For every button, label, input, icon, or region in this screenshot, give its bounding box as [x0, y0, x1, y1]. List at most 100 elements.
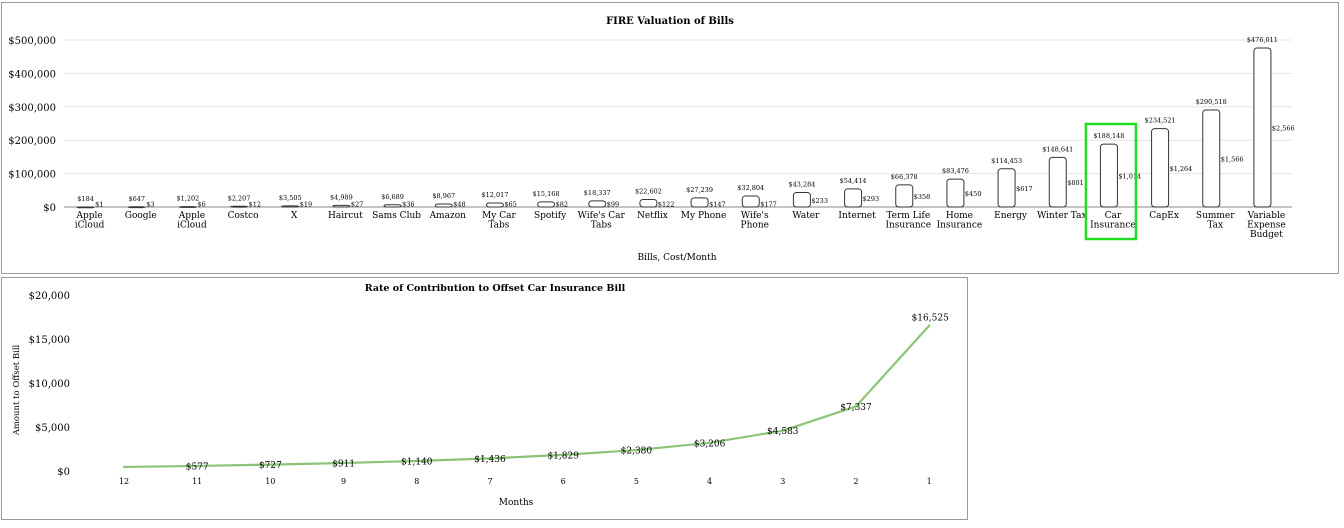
data-point: [928, 324, 931, 327]
chart-title: Rate of Contribution to Offset Car Insur…: [365, 283, 626, 294]
data-label: $7,337: [840, 403, 872, 413]
bar: [127, 206, 146, 209]
x-tick-label: 9: [341, 477, 346, 486]
x-tick-label: My Phone: [681, 211, 727, 221]
x-tick-label: 2: [853, 477, 858, 486]
monthly-cost-label: $293: [863, 195, 880, 203]
bar: [1253, 47, 1272, 208]
monthly-cost-label: $65: [504, 201, 516, 209]
bar: [946, 178, 965, 208]
bar-value-label: $83,476: [942, 167, 969, 175]
x-tick-label: 7: [487, 477, 492, 486]
x-tick-label: Apple iCloud: [177, 211, 207, 231]
data-point: [342, 461, 345, 465]
data-label: $1,829: [547, 451, 579, 461]
x-axis-title: Bills, Cost/Month: [637, 253, 716, 263]
data-point: [415, 459, 418, 463]
x-tick-label: X: [291, 211, 298, 221]
x-tick-label: Water: [792, 211, 820, 221]
x-tick-label: Summer Tax: [1196, 211, 1235, 231]
bar-value-label: $188,148: [1093, 132, 1124, 140]
x-tick-label: Spotify: [534, 211, 567, 221]
bar: [537, 201, 556, 208]
bar: [485, 202, 504, 208]
bar-value-label: $66,378: [891, 173, 918, 181]
x-tick-label: CapEx: [1149, 211, 1179, 221]
x-tick-label: 3: [780, 477, 785, 486]
bar-value-label: $3,505: [279, 194, 302, 202]
bar-value-label: $6,689: [381, 193, 404, 201]
data-label: $1,436: [474, 455, 506, 465]
bar-value-label: $2,207: [228, 194, 251, 202]
bar-value-label: $12,017: [481, 191, 508, 199]
bar-value-label: $476,011: [1247, 36, 1278, 44]
bar-chart-panel: FIRE Valuation of Bills $0 $100,000 $200,00…: [1, 2, 1339, 274]
monthly-cost-label: $177: [760, 201, 777, 209]
bar: [741, 195, 760, 208]
bar: [588, 200, 607, 208]
y-tick-label: $200,000: [8, 136, 56, 147]
bar: [383, 204, 402, 208]
monthly-cost-label: $1,014: [1118, 173, 1141, 181]
data-label: $2,380: [621, 447, 653, 457]
monthly-cost-label: $36: [402, 201, 414, 209]
monthly-cost-label: $48: [453, 201, 465, 209]
x-tick-label: Costco: [228, 211, 259, 221]
y-tick-label: $10,000: [29, 379, 70, 390]
bar-value-label: $32,804: [737, 184, 764, 192]
data-label: $1,140: [401, 457, 433, 467]
bar: [792, 192, 811, 208]
monthly-cost-label: $82: [556, 201, 568, 209]
monthly-cost-label: $233: [811, 197, 828, 205]
data-label: $911: [332, 459, 355, 469]
data-point: [196, 464, 199, 468]
y-tick-label: $100,000: [8, 170, 56, 181]
data-point: [122, 465, 126, 469]
chart-title: FIRE Valuation of Bills: [606, 16, 734, 27]
bar: [690, 197, 709, 208]
data-label: $4,583: [767, 427, 799, 437]
y-tick-label: $15,000: [29, 335, 70, 346]
x-tick-label: Car Insurance: [1090, 211, 1136, 231]
bar-value-label: $54,414: [840, 177, 867, 185]
x-tick-label: Internet: [838, 211, 876, 221]
bar: [281, 205, 300, 208]
bar-value-label: $15,168: [533, 190, 560, 198]
monthly-cost-label: $617: [1016, 185, 1033, 193]
data-point: [562, 453, 565, 457]
data-point: [708, 441, 711, 444]
bar: [639, 198, 658, 208]
y-axis-title: Amount to Offset Bill: [12, 344, 22, 436]
x-tick-label: 10: [265, 477, 275, 486]
line-chart-panel: Rate of Contribution to Offset Car Insur…: [1, 277, 968, 520]
data-label: $16,525: [912, 314, 949, 324]
x-tick-label: 11: [192, 477, 202, 486]
bar: [1202, 109, 1221, 208]
x-tick-label: Amazon: [429, 211, 467, 221]
car-insurance-offset-line-chart: Rate of Contribution to Offset Car Insur…: [12, 283, 949, 508]
x-tick-label: Term Life Insurance: [885, 211, 931, 231]
x-tick-label: Wife's Phone: [741, 211, 769, 231]
monthly-cost-label: $1: [95, 201, 103, 209]
x-tick-label: 8: [414, 477, 419, 486]
x-tick-label: 12: [119, 477, 129, 486]
bar-value-label: $647: [128, 195, 145, 203]
monthly-cost-label: $1,566: [1221, 155, 1244, 163]
bar-value-label: $290,518: [1196, 98, 1227, 106]
x-tick-label: 1: [927, 477, 932, 486]
bar: [434, 203, 453, 208]
bar-value-label: $43,284: [788, 181, 815, 189]
x-tick-label: Energy: [994, 211, 1028, 221]
bar-value-label: $114,453: [991, 157, 1022, 165]
x-axis-title: Months: [499, 498, 534, 508]
y-tick-label: $300,000: [8, 103, 56, 114]
monthly-cost-label: $27: [351, 201, 363, 209]
series-line: [123, 324, 931, 469]
monthly-cost-label: $801: [1067, 179, 1084, 187]
bar-value-label: $184: [77, 195, 94, 203]
x-tick-label: Winter Tax: [1037, 211, 1087, 221]
data-point: [781, 429, 784, 432]
monthly-cost-label: $2,566: [1272, 125, 1295, 133]
bar: [76, 206, 95, 209]
bar-value-label: $8,967: [432, 192, 455, 200]
